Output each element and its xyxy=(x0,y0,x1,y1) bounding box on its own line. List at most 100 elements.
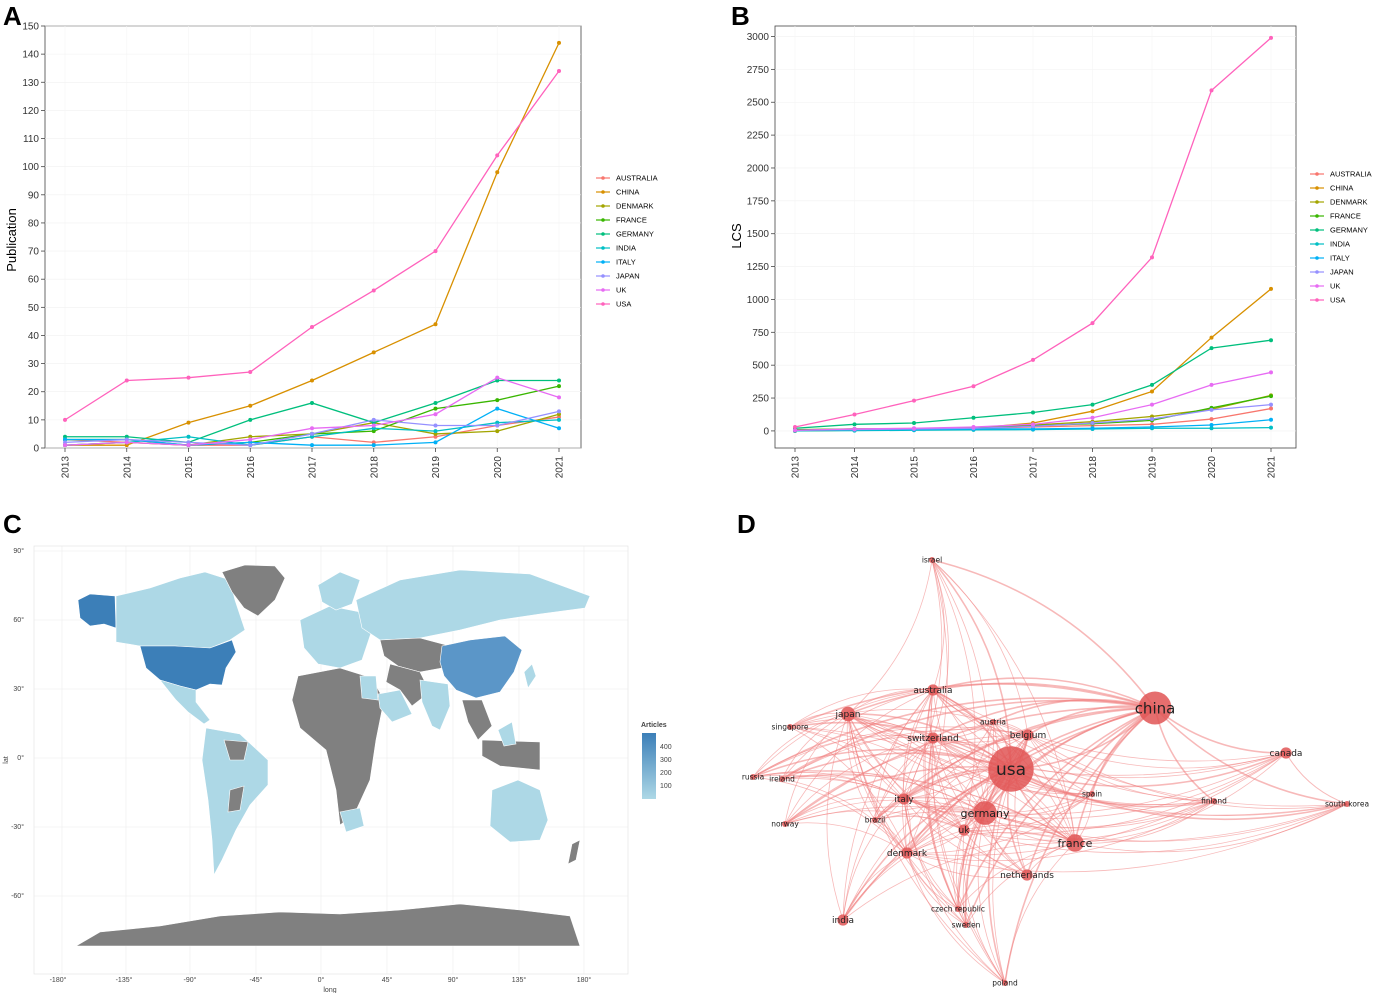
data-point-usa xyxy=(1090,321,1095,326)
xtick-label: 2014 xyxy=(850,456,861,479)
data-point-germany xyxy=(495,378,500,383)
data-point-japan xyxy=(1150,417,1154,422)
legend-label: USA xyxy=(616,300,631,309)
data-point-china xyxy=(1090,409,1095,414)
network-edge xyxy=(1074,803,1348,853)
data-point-usa xyxy=(371,288,376,293)
network-edge xyxy=(957,707,1156,910)
network-node-label-south-korea: south korea xyxy=(1325,800,1369,809)
data-point-china xyxy=(495,170,500,175)
network-node-label-belgium: belgium xyxy=(1010,731,1046,741)
map-xtick: 45° xyxy=(382,976,393,984)
ytick-label: 20 xyxy=(28,387,40,398)
map-ytick: -60° xyxy=(11,892,24,900)
legend-label: CHINA xyxy=(1330,184,1353,193)
data-point-denmark xyxy=(557,412,561,417)
network-edge xyxy=(784,706,1156,825)
legend-label: CHINA xyxy=(616,188,639,197)
ytick-label: 1250 xyxy=(747,262,770,273)
legend-marker xyxy=(1315,172,1319,176)
chart-b-series xyxy=(793,35,1273,433)
data-point-france xyxy=(557,384,561,389)
data-point-germany xyxy=(852,422,857,427)
chart-a-plot-frame xyxy=(44,25,582,449)
region-alaska xyxy=(77,593,117,629)
network-edge xyxy=(781,752,1012,780)
network-edge xyxy=(847,713,1348,816)
network-edge xyxy=(1154,707,1348,805)
data-point-usa xyxy=(1150,255,1154,260)
network-node-austria xyxy=(990,719,996,725)
network-edge xyxy=(847,713,905,800)
region-india xyxy=(419,679,451,731)
network-edge xyxy=(874,734,1029,821)
network-node-canada xyxy=(1280,747,1292,759)
data-point-australia xyxy=(557,415,561,420)
network-node-norway xyxy=(782,821,788,827)
data-point-uk xyxy=(124,440,129,445)
data-point-japan xyxy=(557,409,561,414)
network-edge xyxy=(784,713,849,825)
ytick-label: 110 xyxy=(23,134,39,145)
data-point-usa xyxy=(1269,35,1273,40)
network-edge xyxy=(847,713,1028,876)
network-node-label-spain: spain xyxy=(1082,790,1102,799)
network-edge xyxy=(932,737,1287,779)
xtick-label: 2020 xyxy=(493,456,504,479)
network-edge xyxy=(784,734,1029,825)
data-point-uk xyxy=(852,426,857,431)
network-edge xyxy=(1027,734,1215,802)
ytick-label: 0 xyxy=(33,444,39,455)
data-point-italy xyxy=(371,443,376,448)
data-point-china xyxy=(310,378,314,383)
map-legend-tick: 400 xyxy=(660,744,672,751)
data-point-japan xyxy=(186,440,191,445)
network-node-label-ireland: ireland xyxy=(769,775,795,784)
data-point-china xyxy=(371,350,376,355)
data-point-uk xyxy=(371,423,376,428)
map-ytick: 0° xyxy=(17,754,24,762)
panel-letter-b: B xyxy=(731,1,750,31)
xtick-label: 2018 xyxy=(1088,456,1099,479)
xtick-label: 2021 xyxy=(555,456,566,479)
panel-letter-c: C xyxy=(3,509,22,539)
ytick-label: 2500 xyxy=(747,98,770,109)
data-point-japan xyxy=(371,417,376,422)
data-point-india xyxy=(433,429,438,434)
network-node-australia xyxy=(927,684,939,696)
legend-marker xyxy=(601,218,605,222)
network-node-label-switzerland: switzerland xyxy=(907,734,958,744)
ytick-label: 10 xyxy=(28,415,40,426)
network-node-label-israel: israel xyxy=(922,556,942,565)
legend-marker xyxy=(601,204,605,208)
legend-marker xyxy=(601,176,605,180)
legend-label: JAPAN xyxy=(1330,268,1354,277)
network-node-sweden xyxy=(963,922,969,928)
map-ytick: -30° xyxy=(11,823,24,831)
data-point-italy xyxy=(1269,417,1273,422)
network-edge xyxy=(874,689,934,821)
region-venezuela xyxy=(223,739,249,761)
data-point-germany xyxy=(310,400,314,405)
legend-marker xyxy=(1315,270,1319,274)
network-node-label-sweden: sweden xyxy=(952,921,981,930)
data-point-uk xyxy=(495,375,500,380)
data-point-japan xyxy=(1269,402,1273,407)
network-edge xyxy=(906,852,959,910)
data-point-france xyxy=(1269,394,1273,399)
chart-b-lcs: 0 250 500 750 1000 1250 1500 1750 2000 2250 2500 27… xyxy=(729,25,1372,479)
region-new-zealand xyxy=(567,839,581,865)
data-point-germany xyxy=(1150,382,1154,387)
ytick-label: 2750 xyxy=(747,65,770,76)
network-edges xyxy=(752,559,1348,984)
data-point-india xyxy=(557,417,561,422)
data-point-germany xyxy=(912,421,916,426)
data-point-usa xyxy=(63,417,67,422)
xtick-label: 2019 xyxy=(431,456,442,479)
xtick-label: 2013 xyxy=(61,456,72,479)
region-antarctica xyxy=(74,903,581,947)
data-point-japan xyxy=(248,443,253,448)
map-legend: Articles 400 300 200 100 xyxy=(641,722,672,799)
region-greenland xyxy=(221,564,286,617)
data-point-italy xyxy=(1209,422,1214,427)
